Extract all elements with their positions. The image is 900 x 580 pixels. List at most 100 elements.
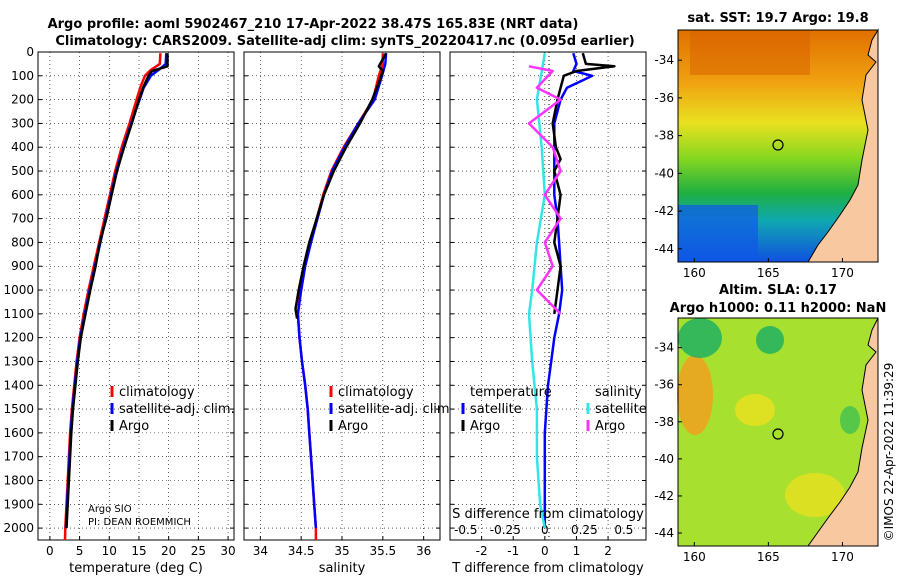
depth-tick-label: 200: [11, 93, 34, 107]
lat-tick-label: -34: [654, 341, 674, 355]
legend-t-satellite-label: satellite: [470, 402, 522, 417]
sla-map-frame: [677, 317, 879, 547]
x-tick-label: 5: [76, 544, 84, 558]
x-tick-label: 1: [573, 544, 581, 558]
x-tick-label: 15: [131, 544, 146, 558]
sla-anomaly-south: [785, 473, 845, 517]
x-tick-label: 30: [220, 544, 235, 558]
legend-satellite-label: satellite-adj. clim.: [119, 402, 235, 417]
temperature-axis-label: temperature (deg C): [69, 561, 203, 576]
temperature-legend: climatology satellite-adj. clim. Argo: [110, 385, 235, 434]
series-t-satellite: [543, 52, 594, 529]
sla-anomaly-west: [677, 355, 713, 435]
legend-s-argo-label: Argo: [595, 419, 625, 434]
lon-tick-label: 165: [757, 266, 780, 280]
temperature-gridlines: [38, 51, 234, 540]
legend-climatology-label: climatology: [119, 385, 195, 400]
temperature-tick-labels: 0 5 10 15 20 25 30: [46, 544, 236, 558]
sst-land-new-zealand: [807, 28, 879, 263]
sst-map-title: sat. SST: 19.7 Argo: 19.8: [687, 11, 868, 26]
sst-map-panel: sat. SST: 19.7 Argo: 19.8 -34 -36 -38 -40 -4…: [654, 11, 879, 280]
annotation-pi: PI: DEAN ROEMMICH: [88, 517, 191, 528]
x-tick-label: 25: [191, 544, 206, 558]
x-tick-label: 35.5: [369, 544, 396, 558]
legend-argo-label: Argo: [338, 419, 368, 434]
x-tick-label: 0: [46, 544, 54, 558]
lat-tick-label: -44: [654, 526, 674, 540]
series-argo: [65, 53, 169, 529]
sla-map-title-line-2: Argo h1000: 0.11 h2000: NaN: [670, 301, 887, 316]
lat-tick-label: -36: [654, 378, 674, 392]
depth-tick-label: 700: [11, 212, 34, 226]
x2-tick-label: -0.5: [454, 523, 477, 537]
sst-cool-patch: [678, 205, 758, 262]
difference-plot-frame: [449, 51, 647, 541]
sla-anomaly-northwest: [678, 318, 722, 358]
temperature-series: [63, 53, 169, 540]
x-tick-label: 36: [416, 544, 431, 558]
legend-temperature-title: temperature: [470, 385, 552, 400]
salinity-tick-labels: 34 34.5 35 35.5 36: [253, 544, 432, 558]
depth-tick-label: 500: [11, 164, 34, 178]
depth-tick-label: 400: [11, 140, 34, 154]
salinity-difference-axis-label: S difference from climatology: [452, 507, 644, 522]
salinity-series: [294, 52, 388, 540]
x2-tick-label: 0.25: [571, 523, 598, 537]
depth-tick-label: 1600: [3, 426, 34, 440]
x2-tick-label: 0: [541, 523, 549, 537]
difference-gridlines: [450, 51, 646, 540]
annotation-argo-sio: Argo SIO: [88, 504, 132, 515]
difference-series: [527, 52, 616, 529]
depth-tick-label: 300: [11, 116, 34, 130]
lat-tick-label: -42: [654, 489, 674, 503]
x-tick-label: 0: [541, 544, 549, 558]
sla-map-title-line-1: Altim. SLA: 0.17: [719, 283, 837, 298]
lat-tick-label: -40: [654, 452, 674, 466]
sla-anomaly-north: [756, 326, 784, 354]
series-argo: [294, 52, 388, 319]
sst-warm-patch: [690, 30, 810, 75]
depth-tick-label: 1100: [3, 307, 34, 321]
lon-tick-label: 160: [683, 550, 706, 564]
temperature-difference-axis-label: T difference from climatology: [451, 561, 644, 576]
lat-tick-label: -38: [654, 129, 674, 143]
depth-tick-label: 600: [11, 188, 34, 202]
depth-tick-labels: 0 100 200 300 400 500 600 700 800 900 1000 1100 1200…: [3, 45, 34, 535]
depth-tick-label: 0: [26, 45, 34, 59]
sst-map-tick-labels: -34 -36 -38 -40 -42 -44 160 165 170: [654, 53, 854, 280]
lon-tick-label: 170: [831, 266, 854, 280]
x-tick-label: -1: [507, 544, 519, 558]
lat-tick-label: -38: [654, 415, 674, 429]
x-tick-label: 20: [161, 544, 176, 558]
temperature-difference-tick-labels: -2 -1 0 1 2: [476, 544, 612, 558]
depth-tick-label: 1300: [3, 354, 34, 368]
lat-tick-label: -44: [654, 242, 674, 256]
salinity-panel: 34 34.5 35 35.5 36 salinity climatology sate…: [243, 51, 454, 576]
depth-tick-label: 1700: [3, 450, 34, 464]
series-s-argo: [527, 65, 562, 315]
x2-tick-label: -0.25: [490, 523, 521, 537]
legend-satellite-label: satellite-adj. clim.: [338, 402, 454, 417]
depth-tick-label: 1500: [3, 402, 34, 416]
header-line-2: Climatology: CARS2009. Satellite-adj cli…: [55, 34, 634, 49]
x-tick-label: -2: [476, 544, 488, 558]
difference-panel: -2 -1 0 1 2 -0.5 -0.25 0 0.25 0.5 S difference f…: [449, 51, 647, 576]
lon-tick-label: 160: [683, 266, 706, 280]
depth-tick-label: 2000: [3, 521, 34, 535]
salinity-legend: climatology satellite-adj. clim. Argo: [329, 385, 454, 434]
sla-map-panel: Altim. SLA: 0.17 Argo h1000: 0.11 h2000:…: [654, 283, 886, 564]
legend-salinity-title: salinity: [595, 385, 642, 400]
lat-tick-label: -36: [654, 91, 674, 105]
imos-credit: ©IMOS 22-Apr-2022 11:39:29: [882, 363, 896, 542]
x2-tick-label: 0.5: [614, 523, 633, 537]
salinity-axis-label: salinity: [319, 561, 366, 576]
depth-tick-label: 900: [11, 259, 34, 273]
depth-tick-label: 800: [11, 235, 34, 249]
sst-argo-position-marker: [772, 139, 784, 151]
lat-tick-label: -42: [654, 204, 674, 218]
x-tick-label: 34.5: [288, 544, 315, 558]
legend-climatology-label: climatology: [338, 385, 414, 400]
x-tick-label: 35: [334, 544, 349, 558]
lon-tick-label: 170: [831, 550, 854, 564]
